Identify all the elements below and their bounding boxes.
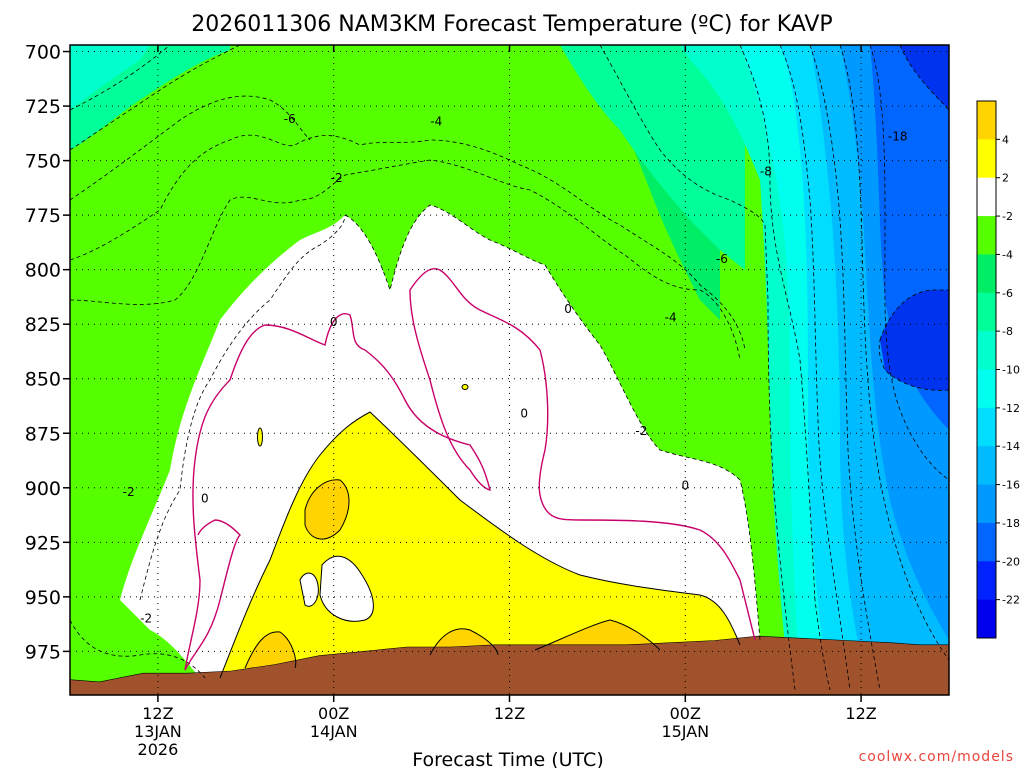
colorbar-swatch (977, 407, 996, 447)
colorbar-label: -4 (1002, 248, 1013, 261)
x-tick-label: 2026 (138, 740, 179, 759)
colorbar: 4 2 -2 -4 -6 -8 -10 -12 -14 -16 -18 -20 -22 (976, 100, 1020, 639)
field-orange-low-1 (245, 631, 296, 668)
contour-label: -2 (140, 612, 152, 626)
grid-lines (70, 45, 949, 695)
colorbar-swatch (977, 369, 996, 409)
y-tick-label: 750 (25, 151, 61, 173)
contour-label: -6 (284, 112, 296, 126)
y-axis: 700 725 750 775 800 825 850 875 900 925 950 975 (25, 42, 70, 663)
colorbar-swatch (977, 484, 996, 524)
contour-label: -18 (888, 130, 908, 144)
colorbar-label: -18 (1002, 517, 1020, 530)
positive-contours (219, 384, 741, 679)
colorbar-label: -10 (1002, 364, 1020, 377)
colorbar-label: -20 (1002, 555, 1020, 568)
x-tick-label: 12Z (845, 704, 876, 723)
y-tick-label: 700 (25, 42, 61, 64)
field-minus8-upper-left (70, 45, 150, 110)
field-minus20-region (880, 290, 949, 391)
colorbar-swatch (977, 446, 996, 486)
colorbar-swatch (977, 216, 996, 255)
y-tick-label: 775 (25, 205, 61, 227)
credit-text: coolwx.com/models (859, 749, 1014, 765)
colorbar-swatch (977, 254, 996, 294)
contour-label: -4 (430, 114, 442, 128)
colorbar-label: -6 (1002, 287, 1013, 300)
y-tick-label: 925 (25, 532, 61, 554)
contour-label: -2 (331, 171, 343, 185)
colorbar-swatch (977, 522, 996, 562)
field-white-hole-small (300, 573, 319, 607)
colorbar-swatch (977, 101, 996, 140)
contour-label: 0 (564, 302, 572, 316)
contour-label: -8 (760, 165, 772, 179)
contour-label: 0 (681, 479, 689, 493)
x-tick-label: 14JAN (310, 722, 358, 741)
colorbar-label: 4 (1002, 133, 1009, 146)
y-tick-label: 975 (25, 641, 61, 663)
contour-label: -2 (123, 485, 135, 499)
x-axis-label: Forecast Time (UTC) (412, 749, 603, 768)
colorbar-label: 2 (1002, 172, 1009, 185)
x-tick-label: 15JAN (661, 722, 709, 741)
colorbar-swatch (977, 331, 996, 370)
contour-label: 0 (520, 407, 528, 421)
y-tick-label: 850 (25, 369, 61, 391)
colorbar-swatch (977, 177, 996, 217)
chart-title: 2026011306 NAM3KM Forecast Temperature (… (191, 12, 832, 37)
field-minus6-region (70, 45, 745, 270)
colorbar-label: -12 (1002, 402, 1020, 415)
x-tick-label: 12Z (142, 704, 173, 723)
colorbar-label: -2 (1002, 210, 1013, 223)
y-tick-label: 900 (25, 478, 61, 500)
colorbar-label: -14 (1002, 440, 1020, 453)
contour-label: 0 (330, 315, 338, 329)
contour-label: -6 (716, 252, 728, 266)
y-tick-label: 950 (25, 587, 61, 609)
y-tick-label: 825 (25, 314, 61, 336)
x-tick-label: 00Z (670, 704, 701, 723)
field-orange-blob (305, 479, 349, 540)
y-tick-label: 875 (25, 423, 61, 445)
colorbar-swatch (977, 599, 996, 639)
contour-label: 0 (201, 492, 209, 506)
colorbar-label: -8 (1002, 325, 1013, 338)
negative-contours (70, 45, 949, 691)
plot-area: -6 -4 -2 -8 -18 -6 0 0 -4 0 -2 0 -2 0 -2 (70, 45, 949, 695)
y-tick-label: 725 (25, 96, 61, 118)
contour-labels: -6 -4 -2 -8 -18 -6 0 0 -4 0 -2 0 -2 0 -2 (123, 112, 908, 625)
x-tick-label: 12Z (494, 704, 525, 723)
colorbar-swatch (977, 561, 996, 601)
zero-contours (184, 268, 756, 671)
colorbar-label: -16 (1002, 479, 1020, 492)
colorbar-swatch (977, 292, 996, 332)
colorbar-label: -22 (1002, 594, 1020, 607)
x-tick-label: 13JAN (134, 722, 182, 741)
colorbar-swatch (977, 139, 996, 179)
contour-label: -4 (665, 311, 677, 325)
x-tick-label: 00Z (318, 704, 349, 723)
terrain-surface (70, 635, 949, 695)
field-minus20-top (900, 45, 949, 110)
y-tick-label: 800 (25, 260, 61, 282)
contour-label: -2 (635, 424, 647, 438)
